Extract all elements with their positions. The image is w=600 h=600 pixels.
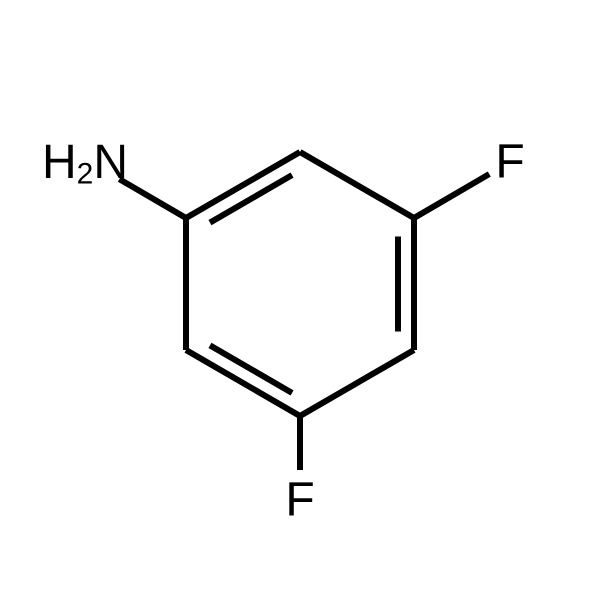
bond [414, 174, 489, 218]
bond [300, 350, 414, 416]
bond [300, 152, 414, 218]
bond [186, 350, 300, 416]
atom-label-fluorine-2: F [285, 474, 314, 527]
bond [119, 179, 186, 218]
bond [186, 152, 300, 218]
molecule-diagram: F F H2N [0, 0, 600, 600]
atom-label-fluorine-1: F [495, 136, 524, 189]
atom-label-amine: H2N [42, 136, 128, 191]
